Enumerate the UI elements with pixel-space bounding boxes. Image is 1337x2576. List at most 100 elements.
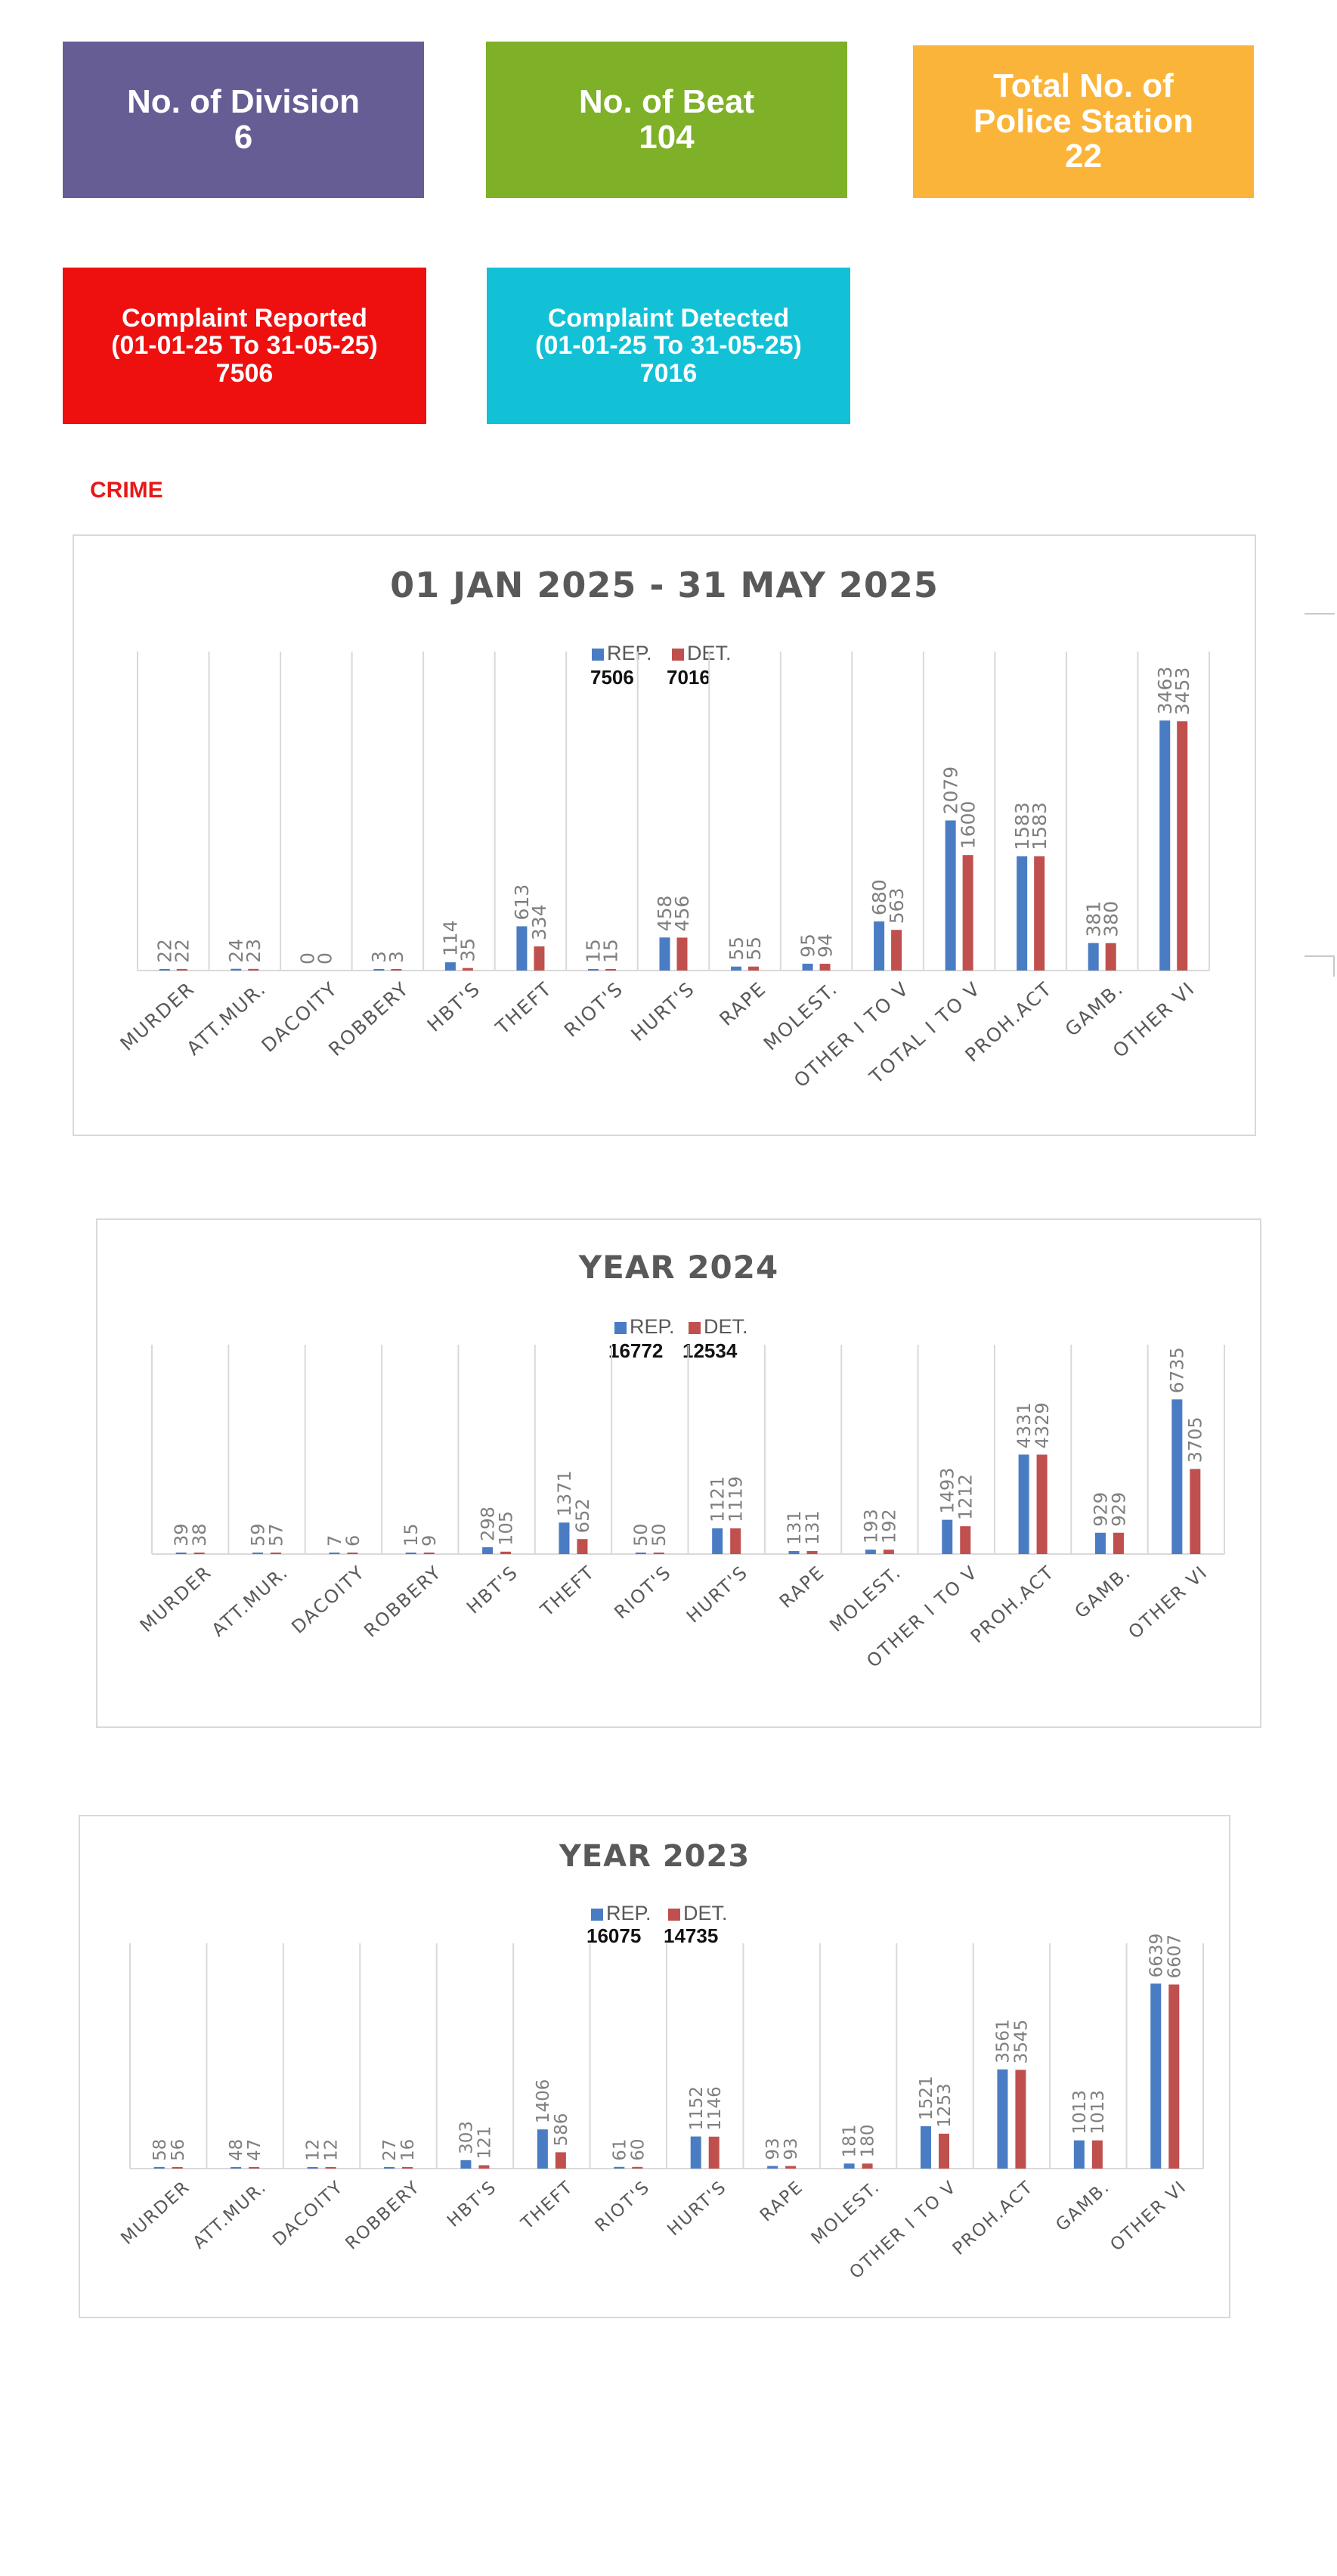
category-label-7: HURT'S — [664, 2177, 730, 2240]
det-bar-14 — [1177, 721, 1188, 971]
rep-bar-1 — [252, 1553, 264, 1554]
det-bar-0 — [193, 1553, 205, 1554]
category-label-2: DACOITY — [269, 2177, 347, 2250]
det-value-label-9: 94 — [814, 933, 836, 958]
complaint-reported-card: Complaint Reported (01-01-25 To 31-05-25… — [63, 268, 426, 424]
det-bar-9 — [862, 2163, 873, 2169]
category-label-8: RAPE — [775, 1562, 829, 1612]
rep-bar-10 — [874, 921, 885, 971]
category-label-13: OTHER VI — [1106, 2177, 1190, 2255]
rep-value-label-1: 24 — [225, 939, 247, 963]
reported-card-value: 7506 — [215, 358, 274, 388]
division-card-label: No. of Division — [127, 82, 360, 120]
legend-det-label: DET. — [704, 1315, 748, 1338]
legend-rep-swatch — [591, 1908, 603, 1921]
rep-value-label-7: 1152 — [687, 2086, 707, 2131]
det-bar-4 — [478, 2165, 490, 2169]
det-bar-10 — [960, 1526, 971, 1554]
rep-value-label-0: 22 — [154, 939, 176, 963]
category-label-5: THEFT — [517, 2177, 577, 2234]
category-label-11: PROH.ACT — [967, 1562, 1059, 1648]
det-bar-11 — [962, 855, 973, 971]
det-value-label-3: 16 — [398, 2139, 418, 2161]
rep-bar-9 — [802, 963, 813, 971]
rep-bar-12 — [1094, 1532, 1106, 1554]
rep-value-label-9: 193 — [860, 1509, 881, 1543]
station-card-label-2: Police Station — [973, 102, 1193, 140]
rep-value-label-0: 58 — [150, 2139, 170, 2161]
rep-bar-8 — [731, 966, 742, 971]
det-bar-12 — [1034, 856, 1045, 971]
det-bar-9 — [819, 964, 831, 971]
rep-bar-10 — [942, 1519, 953, 1554]
det-bar-1 — [271, 1553, 282, 1554]
chart-title: 01 JAN 2025 - 31 MAY 2025 — [390, 565, 939, 605]
chart-title: YEAR 2023 — [559, 1839, 751, 1874]
rep-value-label-13: 381 — [1082, 901, 1104, 937]
category-label-11: PROH.ACT — [949, 2177, 1038, 2259]
category-label-4: HBT'S — [463, 1562, 522, 1618]
category-label-5: THEFT — [491, 977, 556, 1039]
rep-bar-11 — [1018, 1454, 1029, 1554]
rep-value-label-2: 0 — [297, 952, 319, 964]
legend-rep-swatch — [592, 648, 604, 661]
rep-bar-2 — [329, 1553, 340, 1554]
rep-bar-5 — [516, 926, 528, 971]
det-value-label-2: 12 — [322, 2139, 342, 2161]
rep-bar-4 — [444, 962, 456, 971]
rep-value-label-8: 131 — [784, 1510, 805, 1545]
beat-card-value: 104 — [639, 118, 695, 156]
rep-bar-8 — [767, 2166, 778, 2169]
det-bar-7 — [676, 937, 688, 971]
rep-value-label-2: 7 — [324, 1535, 345, 1547]
category-label-6: RIOT'S — [592, 2177, 655, 2236]
legend-det-total: 7016 — [667, 666, 710, 689]
legend-rep: REP. — [592, 642, 652, 665]
divider-line — [1305, 955, 1335, 957]
category-label-1: ATT.MUR. — [182, 977, 270, 1060]
rep-value-label-10: 1521 — [917, 2076, 936, 2120]
crime-chart-2023: YEAR 2023 REP. DET. 16075 14735 58 56 MURD… — [79, 1815, 1230, 2318]
beat-card-label: No. of Beat — [578, 82, 755, 120]
det-value-label-4: 105 — [496, 1511, 517, 1546]
legend-rep: REP. — [614, 1315, 675, 1339]
category-label-4: HBT'S — [444, 2177, 500, 2231]
category-label-13: GAMB. — [1061, 977, 1128, 1041]
det-bar-8 — [785, 2166, 797, 2169]
det-value-label-12: 1583 — [1029, 802, 1051, 850]
det-value-label-4: 121 — [475, 2126, 494, 2160]
rep-value-label-5: 1371 — [554, 1470, 575, 1516]
rep-value-label-9: 95 — [797, 933, 819, 958]
det-value-label-8: 55 — [743, 937, 765, 961]
rep-bar-7 — [690, 2136, 701, 2169]
det-value-label-13: 3705 — [1185, 1416, 1206, 1463]
category-label-7: HURT'S — [682, 1562, 752, 1627]
divider-line — [1305, 613, 1335, 615]
station-card-value: 22 — [1065, 138, 1102, 175]
rep-bar-13 — [1171, 1399, 1183, 1554]
rep-value-label-12: 1013 — [1070, 2090, 1090, 2135]
det-bar-12 — [1091, 2140, 1103, 2169]
det-value-label-7: 1119 — [726, 1476, 747, 1522]
category-label-0: MURDER — [117, 2177, 193, 2249]
station-card-label-1: Total No. of — [993, 67, 1174, 105]
det-value-label-10: 1212 — [955, 1474, 976, 1520]
det-bar-5 — [577, 1539, 588, 1554]
rep-bar-7 — [659, 937, 670, 971]
det-bar-12 — [1113, 1532, 1124, 1554]
rep-value-label-5: 613 — [511, 884, 533, 921]
rep-value-label-6: 50 — [630, 1523, 651, 1547]
legend-det: DET. — [689, 1315, 748, 1339]
rep-value-label-5: 1406 — [534, 2079, 553, 2124]
rep-value-label-7: 1121 — [707, 1476, 729, 1522]
division-count-card: No. of Division 6 — [63, 42, 424, 198]
det-bar-6 — [653, 1553, 664, 1554]
category-label-7: HURT'S — [627, 977, 699, 1045]
crime-chart-2024: YEAR 2024 REP. DET. 16772 12534 39 38 MURD… — [96, 1218, 1261, 1728]
category-label-8: RAPE — [715, 977, 770, 1030]
rep-value-label-3: 15 — [401, 1523, 422, 1547]
rep-value-label-2: 12 — [304, 2139, 323, 2161]
rep-bar-1 — [231, 968, 242, 971]
rep-value-label-12: 929 — [1090, 1492, 1111, 1527]
